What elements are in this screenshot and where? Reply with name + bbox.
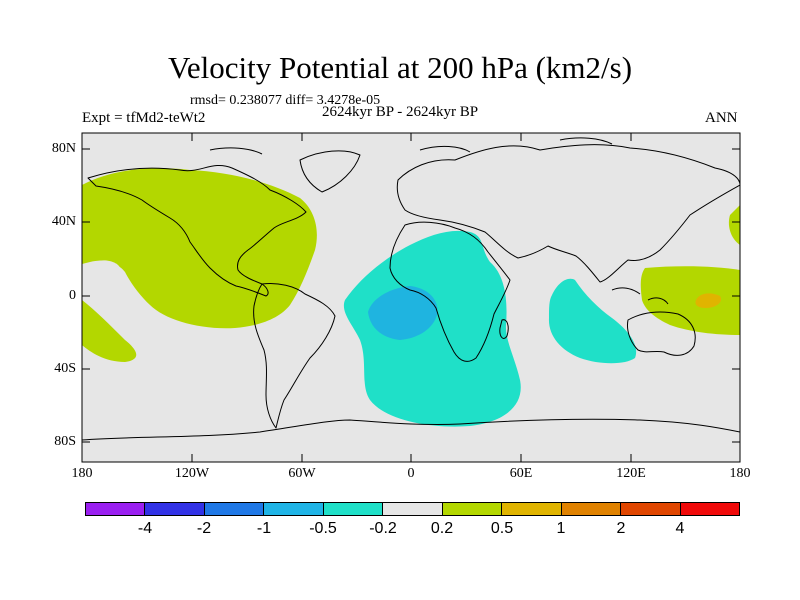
colorbar-box <box>145 503 205 515</box>
colorbar-box <box>442 503 503 515</box>
y-tick-label: 40N <box>51 214 76 229</box>
contour-negative-indian <box>548 278 637 364</box>
colorbar-label: -0.2 <box>369 520 397 537</box>
stats-line: rmsd= 0.238077 diff= 3.4278e-05 <box>190 93 381 108</box>
colorbar-box <box>502 503 562 515</box>
experiment-label: Expt = tfMd2-teWt2 <box>82 110 206 126</box>
contour-negative-core <box>368 286 438 340</box>
colorbar-label: 0.2 <box>430 520 454 537</box>
contour-positive-mid-core <box>695 293 722 308</box>
x-tick-label: 60E <box>509 466 533 481</box>
coast-australia <box>627 311 696 356</box>
coast-madagascar <box>499 319 509 339</box>
colorbar-box <box>621 503 681 515</box>
x-tick-label: 120E <box>616 466 646 481</box>
coast-antarctica <box>82 418 740 441</box>
coast-south-america <box>253 283 336 429</box>
coast-africa <box>389 221 511 362</box>
colorbar-box <box>323 503 384 515</box>
y-tick-label: 80S <box>54 434 76 449</box>
colorbar-box <box>680 503 739 515</box>
x-tick-label: 120W <box>174 466 210 481</box>
x-tick-label: 60W <box>288 466 316 481</box>
x-tick-label: 180 <box>71 466 93 481</box>
x-tick-label: 180 <box>729 466 751 481</box>
colorbar-label: -0.5 <box>309 520 337 537</box>
colorbar-label: 4 <box>675 520 685 537</box>
contour-positive-date-line <box>728 205 740 245</box>
y-tick-label: 0 <box>69 288 76 303</box>
contour-negative-africa <box>343 230 521 427</box>
map-title: Velocity Potential at 200 hPa (km2/s) <box>167 50 633 85</box>
season-label: ANN <box>705 110 738 126</box>
contour-positive-pacific-south <box>82 300 137 362</box>
y-tick-label: 40S <box>54 361 76 376</box>
x-tick-label: 0 <box>407 466 415 481</box>
coast-greenland <box>299 150 361 193</box>
colorbar-label: 0.5 <box>490 520 514 537</box>
coast-indonesia <box>611 287 669 305</box>
coast-eurasia <box>396 144 740 283</box>
coast-north-america <box>87 165 307 297</box>
colorbar-label: -1 <box>256 520 272 537</box>
period-label: 2624kyr BP - 2624kyr BP <box>322 104 479 120</box>
coast-arctic-islands <box>209 137 613 155</box>
colorbar-box <box>86 503 146 515</box>
colorbar-label: -2 <box>196 520 212 537</box>
colorbar-box <box>264 503 324 515</box>
contour-zero-hole <box>95 260 120 274</box>
contour-positive-west-pacific <box>640 266 740 335</box>
axis-ticks <box>82 133 740 462</box>
colorbar-box <box>204 503 265 515</box>
colorbar-box <box>383 503 443 515</box>
colorbar-label: -4 <box>137 520 153 537</box>
colorbar-box <box>561 503 622 515</box>
contour-positive-americas <box>82 168 317 329</box>
colorbar <box>85 502 740 516</box>
colorbar-label: 2 <box>616 520 626 537</box>
y-tick-label: 80N <box>51 141 76 156</box>
colorbar-label: 1 <box>556 520 566 537</box>
